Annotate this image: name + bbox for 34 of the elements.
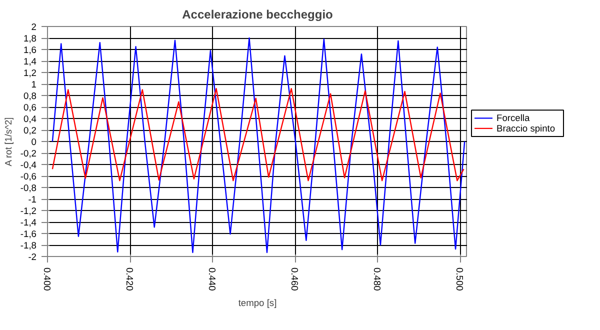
- chart-title: Accelerazione beccheggio: [182, 8, 333, 22]
- y-axis-title: A rot [1/s^2]: [3, 117, 14, 166]
- y-tick-label: 1,8: [24, 34, 36, 44]
- legend-label: Braccio spinto: [496, 123, 556, 134]
- x-tick-label: 0.440: [207, 268, 218, 291]
- y-tick-label: -1: [28, 194, 37, 204]
- x-axis-title: tempo [s]: [238, 298, 277, 308]
- y-tick-label: 1,6: [24, 45, 36, 55]
- y-tick-label: -0,2: [20, 148, 37, 158]
- y-tick-label: -1,2: [20, 206, 37, 216]
- y-tick-label: 0,8: [24, 91, 36, 101]
- y-tick-label: -1,6: [20, 229, 37, 239]
- y-tick-label: 0,6: [24, 102, 36, 112]
- y-tick-label: 0,2: [24, 126, 36, 136]
- y-tick-label: 1,4: [24, 56, 36, 66]
- x-tick-label: 0.500: [454, 268, 465, 291]
- y-tick-label: -0,6: [20, 172, 37, 182]
- x-tick-label: 0.460: [290, 268, 300, 291]
- y-tick-label: -2: [28, 252, 37, 262]
- y-tick-label: 1: [31, 80, 37, 90]
- x-tick-label: 0.400: [42, 268, 52, 291]
- y-tick-label: -1,8: [20, 240, 37, 250]
- x-tick-label: 0.420: [124, 268, 135, 291]
- y-tick-label: -1,4: [20, 218, 37, 228]
- line-series: [52, 37, 466, 254]
- y-tick-label: 0,4: [24, 114, 36, 124]
- y-tick-label: -0,4: [20, 160, 37, 170]
- x-tick-label: 0.480: [372, 268, 382, 291]
- line-series: [52, 88, 464, 182]
- legend-label: Forcella: [496, 113, 530, 124]
- y-tick-label: 2: [31, 22, 37, 32]
- y-tick-label: 1,2: [24, 68, 36, 78]
- y-tick-label: -0,8: [20, 183, 37, 193]
- y-tick-label: 0: [31, 137, 37, 147]
